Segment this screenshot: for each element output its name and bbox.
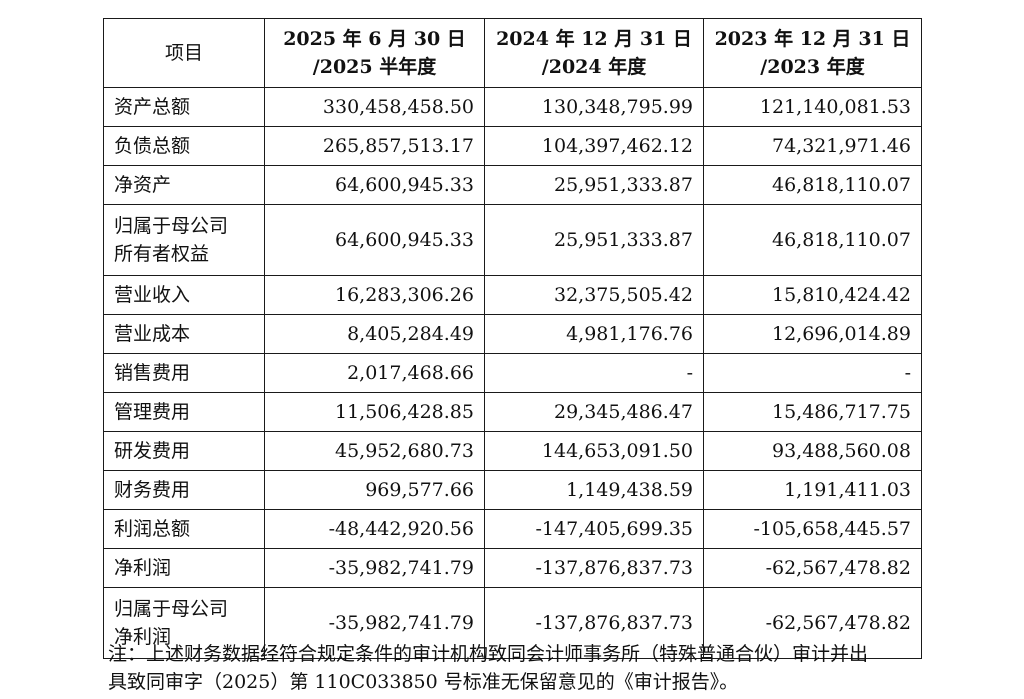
table-row: 利润总额 -48,442,920.56 -147,405,699.35 -105,65… [103,509,922,549]
row-label-line: 营业成本 [114,323,191,345]
cell-v2023: -62,567,478.82 [703,587,922,659]
row-label-line: 净利润 [114,557,172,579]
cell-v2023: 74,321,971.46 [703,126,922,166]
cell-v2025: 11,506,428.85 [264,392,485,432]
cell-v2024: 4,981,176.76 [484,314,704,354]
row-label-line: 营业收入 [114,284,191,306]
row-label-line: 净资产 [114,174,172,196]
cell-v2025: 969,577.66 [264,470,485,510]
cell-v2025: 265,857,513.17 [264,126,485,166]
cell-v2024: 29,345,486.47 [484,392,704,432]
table-row: 负债总额 265,857,513.17 104,397,462.12 74,321,9… [103,126,922,166]
table-row: 销售费用 2,017,468.66- - [103,353,922,393]
row-label: 资产总额 [103,87,265,127]
cell-v2023: 46,818,110.07 [703,165,922,205]
row-label: 净利润 [103,548,265,588]
row-label: 负债总额 [103,126,265,166]
footnote-line-1: 注：上述财务数据经符合规定条件的审计机构致同会计师事务所（特殊普通合伙）审计并出 [108,643,869,665]
row-label: 营业成本 [103,314,265,354]
cell-v2023: 1,191,411.03 [703,470,922,510]
row-label-line: 财务费用 [114,479,191,501]
row-label-line: 归属于母公司 [114,215,229,237]
cell-v2023: 121,140,081.53 [703,87,922,127]
cell-v2025: -35,982,741.79 [264,587,485,659]
table-row: 归属于母公司 所有者权益 64,600,945.33 25,951,333.87 46,… [103,204,922,276]
table-row: 管理费用 11,506,428.85 29,345,486.47 15,486,717… [103,392,922,432]
header-2025-period: /2025 半年度 [312,56,437,78]
header-2023-date: 2023 年 12 月 31 日 [714,28,911,50]
footnote: 注：上述财务数据经符合规定条件的审计机构致同会计师事务所（特殊普通合伙）审计并出… [108,640,920,696]
cell-v2025: 330,458,458.50 [264,87,485,127]
row-label-line: 归属于母公司 [114,598,229,620]
row-label: 利润总额 [103,509,265,549]
row-label-line: 利润总额 [114,518,191,540]
row-label: 管理费用 [103,392,265,432]
cell-v2023: 15,810,424.42 [703,275,922,315]
cell-v2023: -62,567,478.82 [703,548,922,588]
cell-v2025: 45,952,680.73 [264,431,485,471]
table-row: 营业成本 8,405,284.49 4,981,176.76 12,696,014.8… [103,314,922,354]
cell-v2024: 25,951,333.87 [484,165,704,205]
header-2024-period: /2024 年度 [541,56,647,78]
financial-data-table-container: 项目 2025 年 6 月 30 日 /2025 半年度 2024 年 12 月… [103,18,922,659]
cell-v2025: 16,283,306.26 [264,275,485,315]
row-label-line: 负债总额 [114,135,191,157]
row-label-line: 所有者权益 [114,243,210,265]
header-2025: 2025 年 6 月 30 日 /2025 半年度 [264,18,485,88]
row-label-line: 资产总额 [114,96,191,118]
cell-v2025: 64,600,945.33 [264,204,485,276]
table-header-row: 项目 2025 年 6 月 30 日 /2025 半年度 2024 年 12 月… [103,18,922,88]
table-body: 资产总额 330,458,458.50 130,348,795.99 121,140,… [103,87,922,659]
cell-v2024: -147,405,699.35 [484,509,704,549]
cell-v2023: 46,818,110.07 [703,204,922,276]
cell-v2025: 64,600,945.33 [264,165,485,205]
cell-v2023: 12,696,014.89 [703,314,922,354]
financial-data-table: 项目 2025 年 6 月 30 日 /2025 半年度 2024 年 12 月… [103,18,922,659]
row-label: 营业收入 [103,275,265,315]
cell-v2024: -137,876,837.73 [484,587,704,659]
row-label: 研发费用 [103,431,265,471]
cell-v2024: 144,653,091.50 [484,431,704,471]
row-label: 销售费用 [103,353,265,393]
header-2025-date: 2025 年 6 月 30 日 [283,28,466,50]
row-label: 归属于母公司 净利润 [103,587,265,659]
header-2024: 2024 年 12 月 31 日 /2024 年度 [484,18,704,88]
cell-v2023: - [703,353,922,393]
header-2024-date: 2024 年 12 月 31 日 [496,28,692,50]
cell-v2024: 32,375,505.42 [484,275,704,315]
row-label: 财务费用 [103,470,265,510]
cell-v2024: 104,397,462.12 [484,126,704,166]
cell-v2025: 2,017,468.66 [264,353,485,393]
cell-v2024: -137,876,837.73 [484,548,704,588]
table-row: 营业收入 16,283,306.26 32,375,505.42 15,810,424… [103,275,922,315]
cell-v2024: 1,149,438.59 [484,470,704,510]
cell-v2023: 93,488,560.08 [703,431,922,471]
cell-v2024: 25,951,333.87 [484,204,704,276]
cell-v2024: 130,348,795.99 [484,87,704,127]
header-item-label: 项目 [164,42,203,64]
cell-v2023: -105,658,445.57 [703,509,922,549]
row-label-line: 研发费用 [114,440,191,462]
row-label: 归属于母公司 所有者权益 [103,204,265,276]
table-row: 研发费用 45,952,680.73 144,653,091.50 93,488,56… [103,431,922,471]
cell-v2025: 8,405,284.49 [264,314,485,354]
cell-v2025: -35,982,741.79 [264,548,485,588]
table-row: 归属于母公司 净利润 -35,982,741.79 -137,876,837.73 -6… [103,587,922,659]
table-row: 净利润 -35,982,741.79 -137,876,837.73 -62,567,… [103,548,922,588]
table-row: 资产总额 330,458,458.50 130,348,795.99 121,140,… [103,87,922,127]
row-label-line: 管理费用 [114,401,191,423]
header-2023: 2023 年 12 月 31 日 /2023 年度 [703,18,922,88]
header-item: 项目 [103,18,265,88]
cell-v2023: 15,486,717.75 [703,392,922,432]
row-label: 净资产 [103,165,265,205]
row-label-line: 净利润 [114,626,172,648]
footnote-line-2: 具致同审字（2025）第 110C033850 号标准无保留意见的《审计报告》。 [108,671,739,693]
table-row: 财务费用 969,577.66 1,149,438.59 1,191,411.03 [103,470,922,510]
cell-v2025: -48,442,920.56 [264,509,485,549]
row-label-line: 销售费用 [114,362,191,384]
header-2023-period: /2023 年度 [760,56,865,78]
cell-v2024: - [484,353,704,393]
table-row: 净资产 64,600,945.33 25,951,333.87 46,818,110.… [103,165,922,205]
